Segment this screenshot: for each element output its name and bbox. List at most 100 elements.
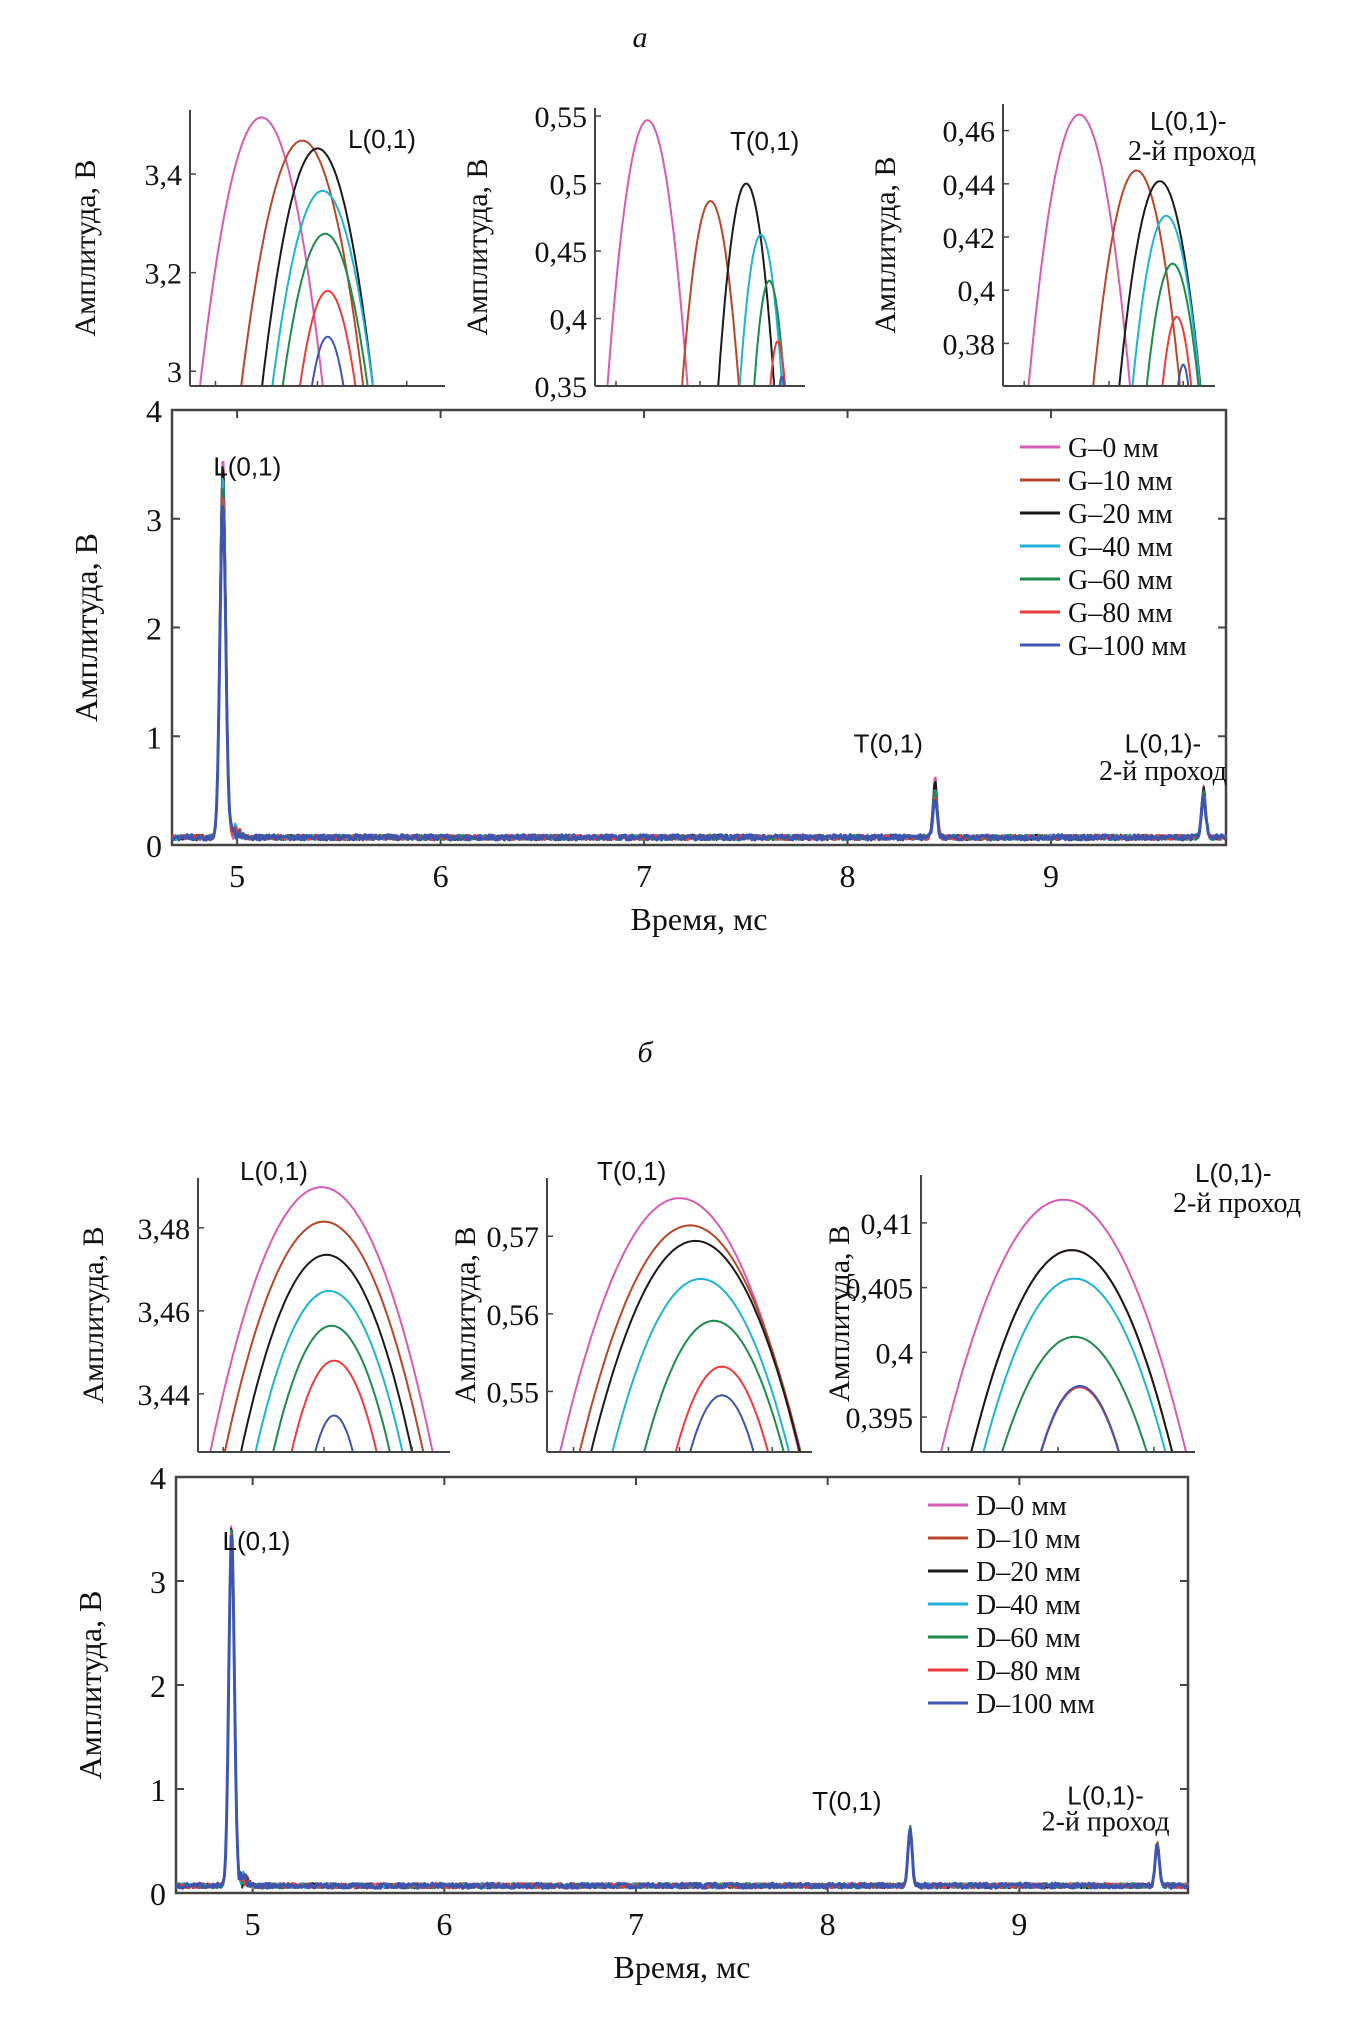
inset-peak-label: L(0,1)- (1150, 106, 1227, 136)
x-axis-label: Время, мс (631, 901, 768, 937)
inset-curve-d-60- (1001, 1335, 1148, 1452)
legend-item: G–100 мм (1068, 631, 1187, 662)
inset-curve-g-0- (1027, 113, 1132, 386)
peak-annotation: L(0,1) (223, 1526, 291, 1556)
inset-curve-d-100- (314, 1414, 354, 1452)
inset-y-tick-label: 0,4 (876, 1337, 914, 1370)
inset-peak-label: L(0,1) (240, 1156, 308, 1186)
inset-y-tick-label: 0,44 (943, 169, 996, 202)
inset-peak-label: T(0,1) (597, 1156, 666, 1186)
inset-curve-d-40- (982, 1277, 1167, 1452)
peak-annotation: T(0,1) (812, 1786, 881, 1816)
main-plot: 5 6 7 8 9 0 1 2 3 4 Время, мс Амплитуда, В L(0,1) T(0… (68, 393, 1228, 937)
inset-y-axis-label: Амплитуда, В (69, 159, 102, 336)
y-tick-label: 3 (146, 502, 162, 538)
inset-y-axis-label: Амплитуда, В (869, 156, 902, 333)
inset-curve-g-100- (778, 375, 786, 386)
inset-y-axis-label: Амплитуда, В (461, 158, 494, 335)
legend-item: D–0 мм (976, 1491, 1067, 1522)
inset-y-tick-label: 0,55 (487, 1376, 540, 1409)
inset-y-tick-label: 0,41 (861, 1208, 914, 1241)
inset-peak-label: T(0,1) (730, 126, 799, 156)
legend: D–0 ммD–10 ммD–20 ммD–40 ммD–60 ммD–80 м… (928, 1491, 1095, 1720)
x-tick-label: 9 (1043, 858, 1059, 894)
x-tick-label: 7 (636, 858, 652, 894)
inset-curve-d-40- (254, 1289, 404, 1452)
legend-item: G–40 мм (1068, 532, 1173, 563)
inset-curve-d-20- (589, 1239, 801, 1452)
legend-item: G–20 мм (1068, 499, 1173, 530)
inset-curve-d-40- (611, 1277, 791, 1452)
inset-curve-g-100- (310, 335, 345, 386)
legend-item: G–10 мм (1068, 466, 1173, 497)
inset-l-0-1-: 3 3,2 3,4 Амплитуда, В L(0,1) (69, 110, 445, 389)
y-tick-label: 2 (150, 1668, 166, 1704)
y-tick-label: 2 (146, 611, 162, 647)
legend-item: D–100 мм (976, 1689, 1095, 1720)
inset-y-tick-label: 0,45 (535, 236, 588, 269)
inset-y-tick-label: 0,35 (535, 371, 588, 404)
inset-curve-d-20- (970, 1249, 1174, 1452)
inset-curve-g-10- (681, 200, 740, 386)
inset-curve-d-10- (578, 1224, 802, 1452)
legend-item: D–20 мм (976, 1557, 1081, 1588)
inset-y-axis-label: Амплитуда, В (823, 1225, 856, 1402)
peak-annotation: 2-й проход (1099, 756, 1227, 787)
inset-y-tick-label: 3,46 (138, 1296, 191, 1329)
legend-item: D–40 мм (976, 1590, 1081, 1621)
inset-curve-d-100- (689, 1394, 755, 1452)
inset-curve-d-100- (1039, 1384, 1121, 1452)
main-plot: 5 6 7 8 9 0 1 2 3 4 Время, мс Амплитуда, В L(0,1) T(0… (72, 1460, 1190, 1985)
series-d-100- (174, 1534, 1190, 1890)
inset-y-tick-label: 3,44 (138, 1379, 191, 1412)
inset-curve-d-10- (223, 1220, 425, 1452)
inset-y-axis-label: Амплитуда, В (77, 1226, 110, 1403)
inset-l-0-1-2-: 0,38 0,4 0,42 0,44 0,46 Амплитуда, В L(0,1)-2-… (869, 104, 1256, 387)
inset-y-tick-label: 0,57 (487, 1221, 540, 1254)
peak-annotation: L(0,1) (213, 451, 281, 481)
inset-y-tick-label: 0,55 (535, 101, 588, 134)
x-tick-label: 7 (628, 1906, 644, 1942)
peak-annotation: 2-й проход (1042, 1807, 1170, 1838)
x-tick-label: 6 (436, 1906, 452, 1942)
x-tick-label: 6 (433, 858, 449, 894)
inset-curve-d-60- (272, 1324, 391, 1452)
inset-y-tick-label: 0,5 (550, 169, 588, 202)
inset-curve-d-60- (643, 1319, 785, 1452)
inset-peak-label-2: 2-й проход (1128, 136, 1256, 167)
inset-curve-g-60- (1145, 262, 1200, 386)
inset-curve-g-20- (261, 147, 374, 386)
y-axis-label: Амплитуда, В (72, 1591, 108, 1780)
inset-y-tick-label: 0,4 (958, 275, 996, 308)
peak-annotation: L(0,1)- (1067, 1781, 1144, 1811)
y-tick-label: 0 (146, 828, 162, 864)
inset-y-tick-label: 3,4 (145, 159, 183, 192)
inset-y-tick-label: 0,405 (846, 1273, 914, 1306)
inset-peak-label-2: 2-й проход (1173, 1188, 1301, 1219)
y-tick-label: 4 (146, 393, 162, 429)
inset-curve-g-20- (717, 182, 776, 386)
inset-y-tick-label: 0,56 (487, 1299, 540, 1332)
inset-y-tick-label: 3,2 (145, 258, 183, 291)
y-axis-label: Амплитуда, В (68, 533, 104, 722)
peak-annotation: L(0,1)- (1125, 729, 1202, 759)
legend-item: G–80 мм (1068, 598, 1173, 629)
inset-t-0-1-: 0,35 0,4 0,45 0,5 0,55 Амплитуда, В T(0,1) (461, 101, 805, 404)
inset-y-tick-label: 0,46 (943, 116, 996, 149)
inset-curve-g-0- (606, 119, 689, 386)
x-tick-label: 8 (820, 1906, 836, 1942)
inset-curve-g-100- (1177, 363, 1190, 386)
inset-y-tick-label: 3 (167, 356, 182, 389)
panel-label-a: а (633, 21, 648, 54)
legend-item: D–60 мм (976, 1623, 1081, 1654)
x-tick-label: 9 (1011, 1906, 1027, 1942)
legend: G–0 ммG–10 ммG–20 ммG–40 ммG–60 ммG–80 м… (1020, 433, 1187, 662)
inset-curve-d-0- (939, 1198, 1188, 1452)
inset-y-tick-label: 0,395 (846, 1402, 914, 1435)
y-tick-label: 3 (150, 1564, 166, 1600)
inset-curve-d-80- (290, 1359, 378, 1452)
inset-curve-g-10- (240, 139, 365, 386)
